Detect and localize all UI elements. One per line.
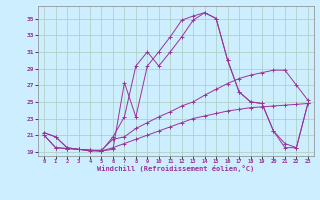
X-axis label: Windchill (Refroidissement éolien,°C): Windchill (Refroidissement éolien,°C): [97, 165, 255, 172]
